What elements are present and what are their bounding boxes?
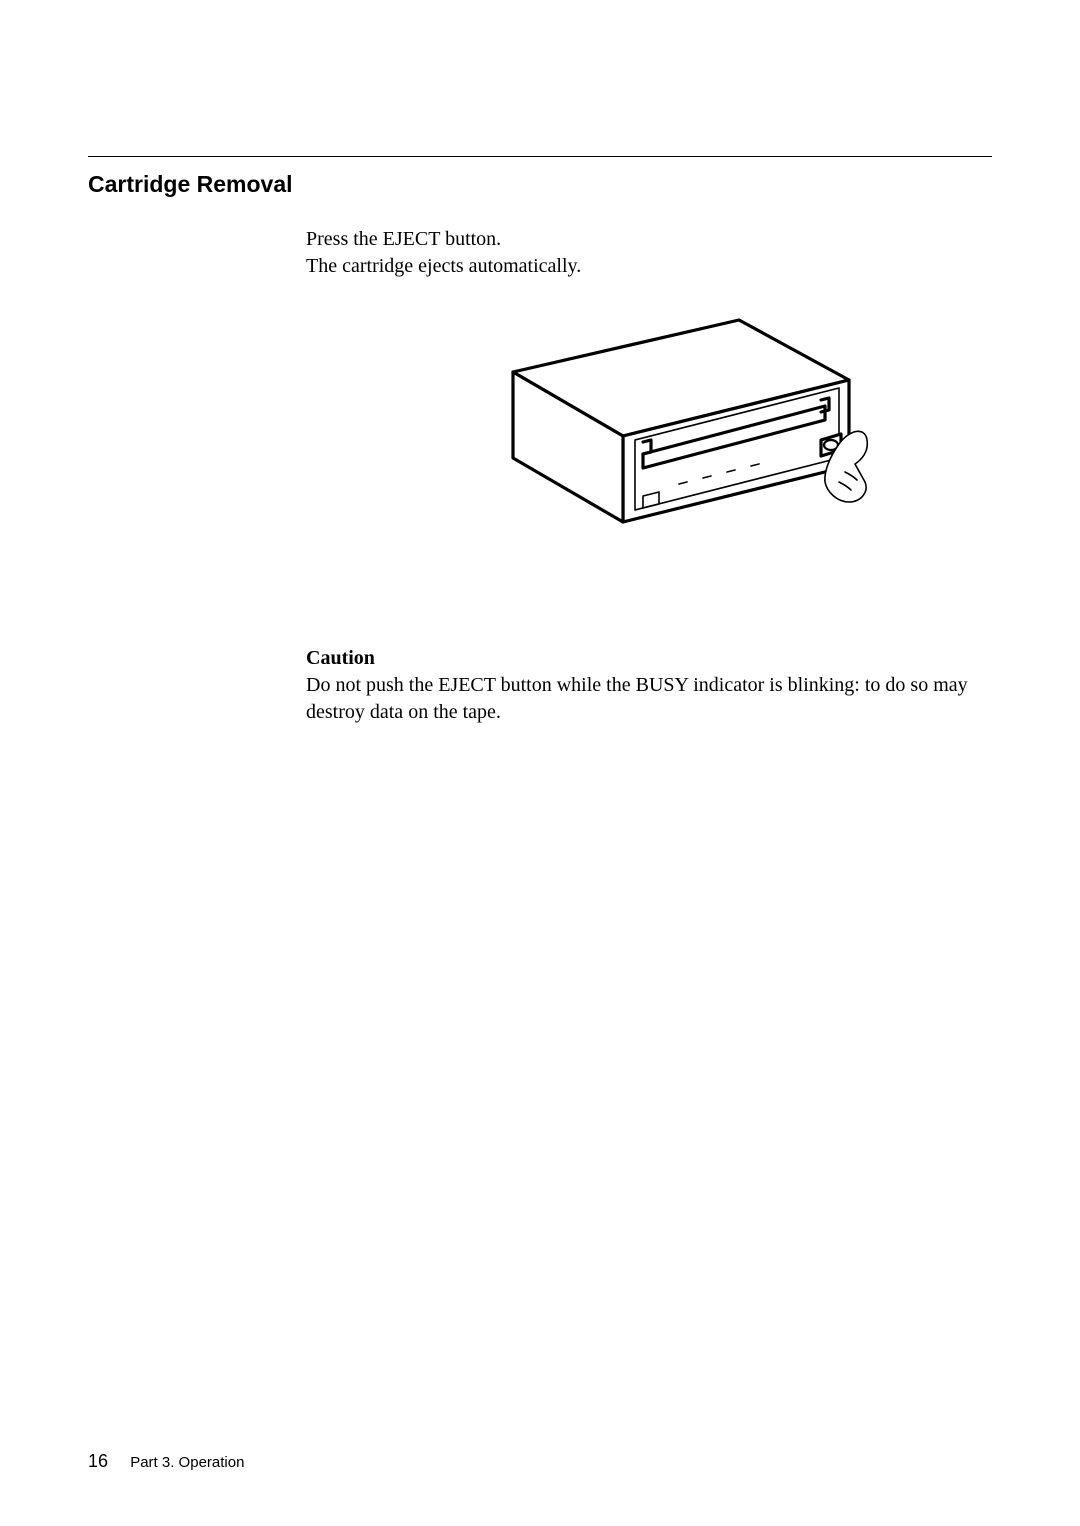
body-block: Press the EJECT button. The cartridge ej…: [306, 226, 992, 726]
page-footer: 16 Part 3. Operation: [88, 1451, 992, 1472]
intro-line-2: The cartridge ejects automatically.: [306, 253, 992, 280]
caution-heading: Caution: [306, 647, 992, 670]
caution-text: Do not push the EJECT button while the B…: [306, 672, 992, 726]
footer-section-label: Part 3. Operation: [130, 1454, 244, 1471]
drive-illustration-svg: [429, 306, 869, 586]
page-content: Cartridge Removal Press the EJECT button…: [88, 156, 992, 726]
figure-cartridge-eject: [306, 306, 992, 591]
footer-page-number: 16: [88, 1451, 108, 1471]
intro-line-1: Press the EJECT button.: [306, 226, 992, 253]
top-rule: [88, 156, 992, 157]
section-heading: Cartridge Removal: [88, 171, 992, 198]
